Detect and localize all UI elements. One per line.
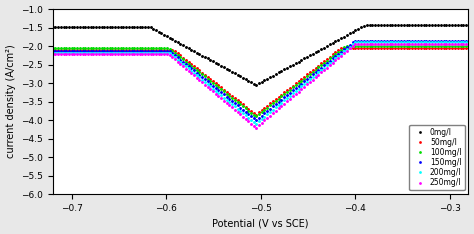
Legend: 0mg/l, 50mg/l, 100mg/l, 150mg/l, 200mg/l, 250mg/l: 0mg/l, 50mg/l, 100mg/l, 150mg/l, 200mg/l… [410,124,465,190]
Y-axis label: current density (A/cm²): current density (A/cm²) [6,45,16,158]
X-axis label: Potential (V vs SCE): Potential (V vs SCE) [212,219,309,228]
